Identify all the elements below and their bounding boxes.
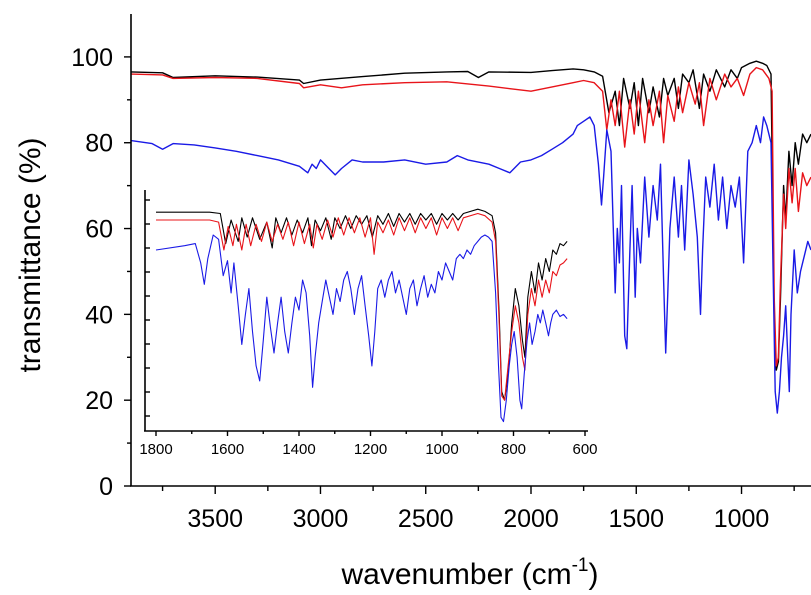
y-tick-label: 100 bbox=[71, 44, 113, 72]
inset-x-tick-label: 800 bbox=[501, 441, 526, 458]
inset-series-line-2 bbox=[156, 212, 568, 401]
x-axis-title-main: wavenumber (cm bbox=[341, 558, 572, 591]
x-tick-label: 2500 bbox=[398, 505, 454, 533]
main-series-line-3 bbox=[131, 116, 811, 414]
x-tick-label: 3000 bbox=[293, 505, 349, 533]
y-tick-label: 40 bbox=[85, 301, 113, 329]
main-ticks: 0 20 40 60 80 100 3500 3000 2500 2000 1500 1000 bbox=[71, 44, 795, 533]
main-plot: 0 20 40 60 80 100 3500 3000 2500 2000 1500 1000 bbox=[71, 14, 811, 533]
main-series-line-2 bbox=[131, 66, 811, 367]
inset-ticks: 1800 1600 1400 1200 1000 800 600 bbox=[139, 199, 598, 458]
inset-plot: 1800 1600 1400 1200 1000 800 600 bbox=[139, 190, 598, 458]
x-axis-title-close: ) bbox=[588, 558, 598, 591]
inset-series-line-3 bbox=[155, 234, 568, 423]
x-axis-title: wavenumber (cm-1) bbox=[341, 555, 599, 591]
inset-x-tick-label: 1200 bbox=[354, 441, 387, 458]
y-axis-title: transmittance (%) bbox=[14, 137, 47, 372]
y-tick-label: 20 bbox=[85, 387, 113, 415]
x-tick-label: 1000 bbox=[714, 505, 770, 533]
x-axis-title-superscript: -1 bbox=[572, 555, 589, 576]
x-tick-label: 1500 bbox=[608, 505, 664, 533]
main-axes bbox=[130, 14, 811, 487]
inset-x-tick-label: 1400 bbox=[282, 441, 315, 458]
x-tick-label: 2000 bbox=[503, 505, 559, 533]
inset-x-tick-label: 1000 bbox=[425, 441, 458, 458]
main-series-layer bbox=[131, 60, 811, 414]
x-tick-label: 3500 bbox=[187, 505, 243, 533]
y-tick-label: 80 bbox=[85, 130, 113, 158]
inset-series-line-1 bbox=[156, 208, 568, 401]
inset-x-tick-label: 600 bbox=[572, 441, 597, 458]
main-series-line-1 bbox=[131, 60, 811, 371]
inset-series-layer bbox=[155, 208, 568, 423]
y-tick-label: 0 bbox=[99, 473, 113, 501]
inset-x-tick-label: 1800 bbox=[139, 441, 172, 458]
inset-x-tick-label: 1600 bbox=[211, 441, 244, 458]
y-tick-label: 60 bbox=[85, 216, 113, 244]
